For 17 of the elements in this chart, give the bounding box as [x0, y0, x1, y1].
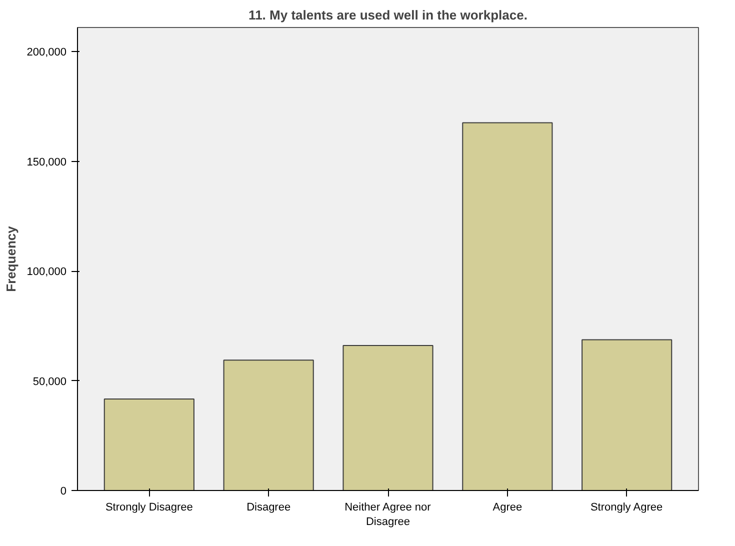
- y-tick-label: 0: [60, 486, 67, 498]
- x-tick-label: Neither Agree nor Disagree: [344, 502, 432, 528]
- y-tick-label: 150,000: [26, 156, 67, 168]
- chart-title: 11. My talents are used well in the workplace.: [248, 8, 528, 22]
- y-tick-label: 100,000: [26, 266, 67, 278]
- bar: [223, 360, 314, 490]
- bar: [582, 339, 672, 490]
- x-tick-label: Agree: [492, 502, 522, 514]
- x-tick-label: Strongly Agree: [590, 502, 663, 514]
- x-tick-label: Strongly Disagree: [105, 502, 193, 514]
- bar: [104, 398, 194, 490]
- bar: [342, 344, 434, 490]
- bar: [462, 122, 553, 490]
- y-axis-title: Frequency: [4, 225, 19, 292]
- y-tick-label: 50,000: [32, 376, 67, 388]
- y-tick-label: 200,000: [26, 46, 67, 59]
- x-tick-label: Disagree: [246, 502, 291, 514]
